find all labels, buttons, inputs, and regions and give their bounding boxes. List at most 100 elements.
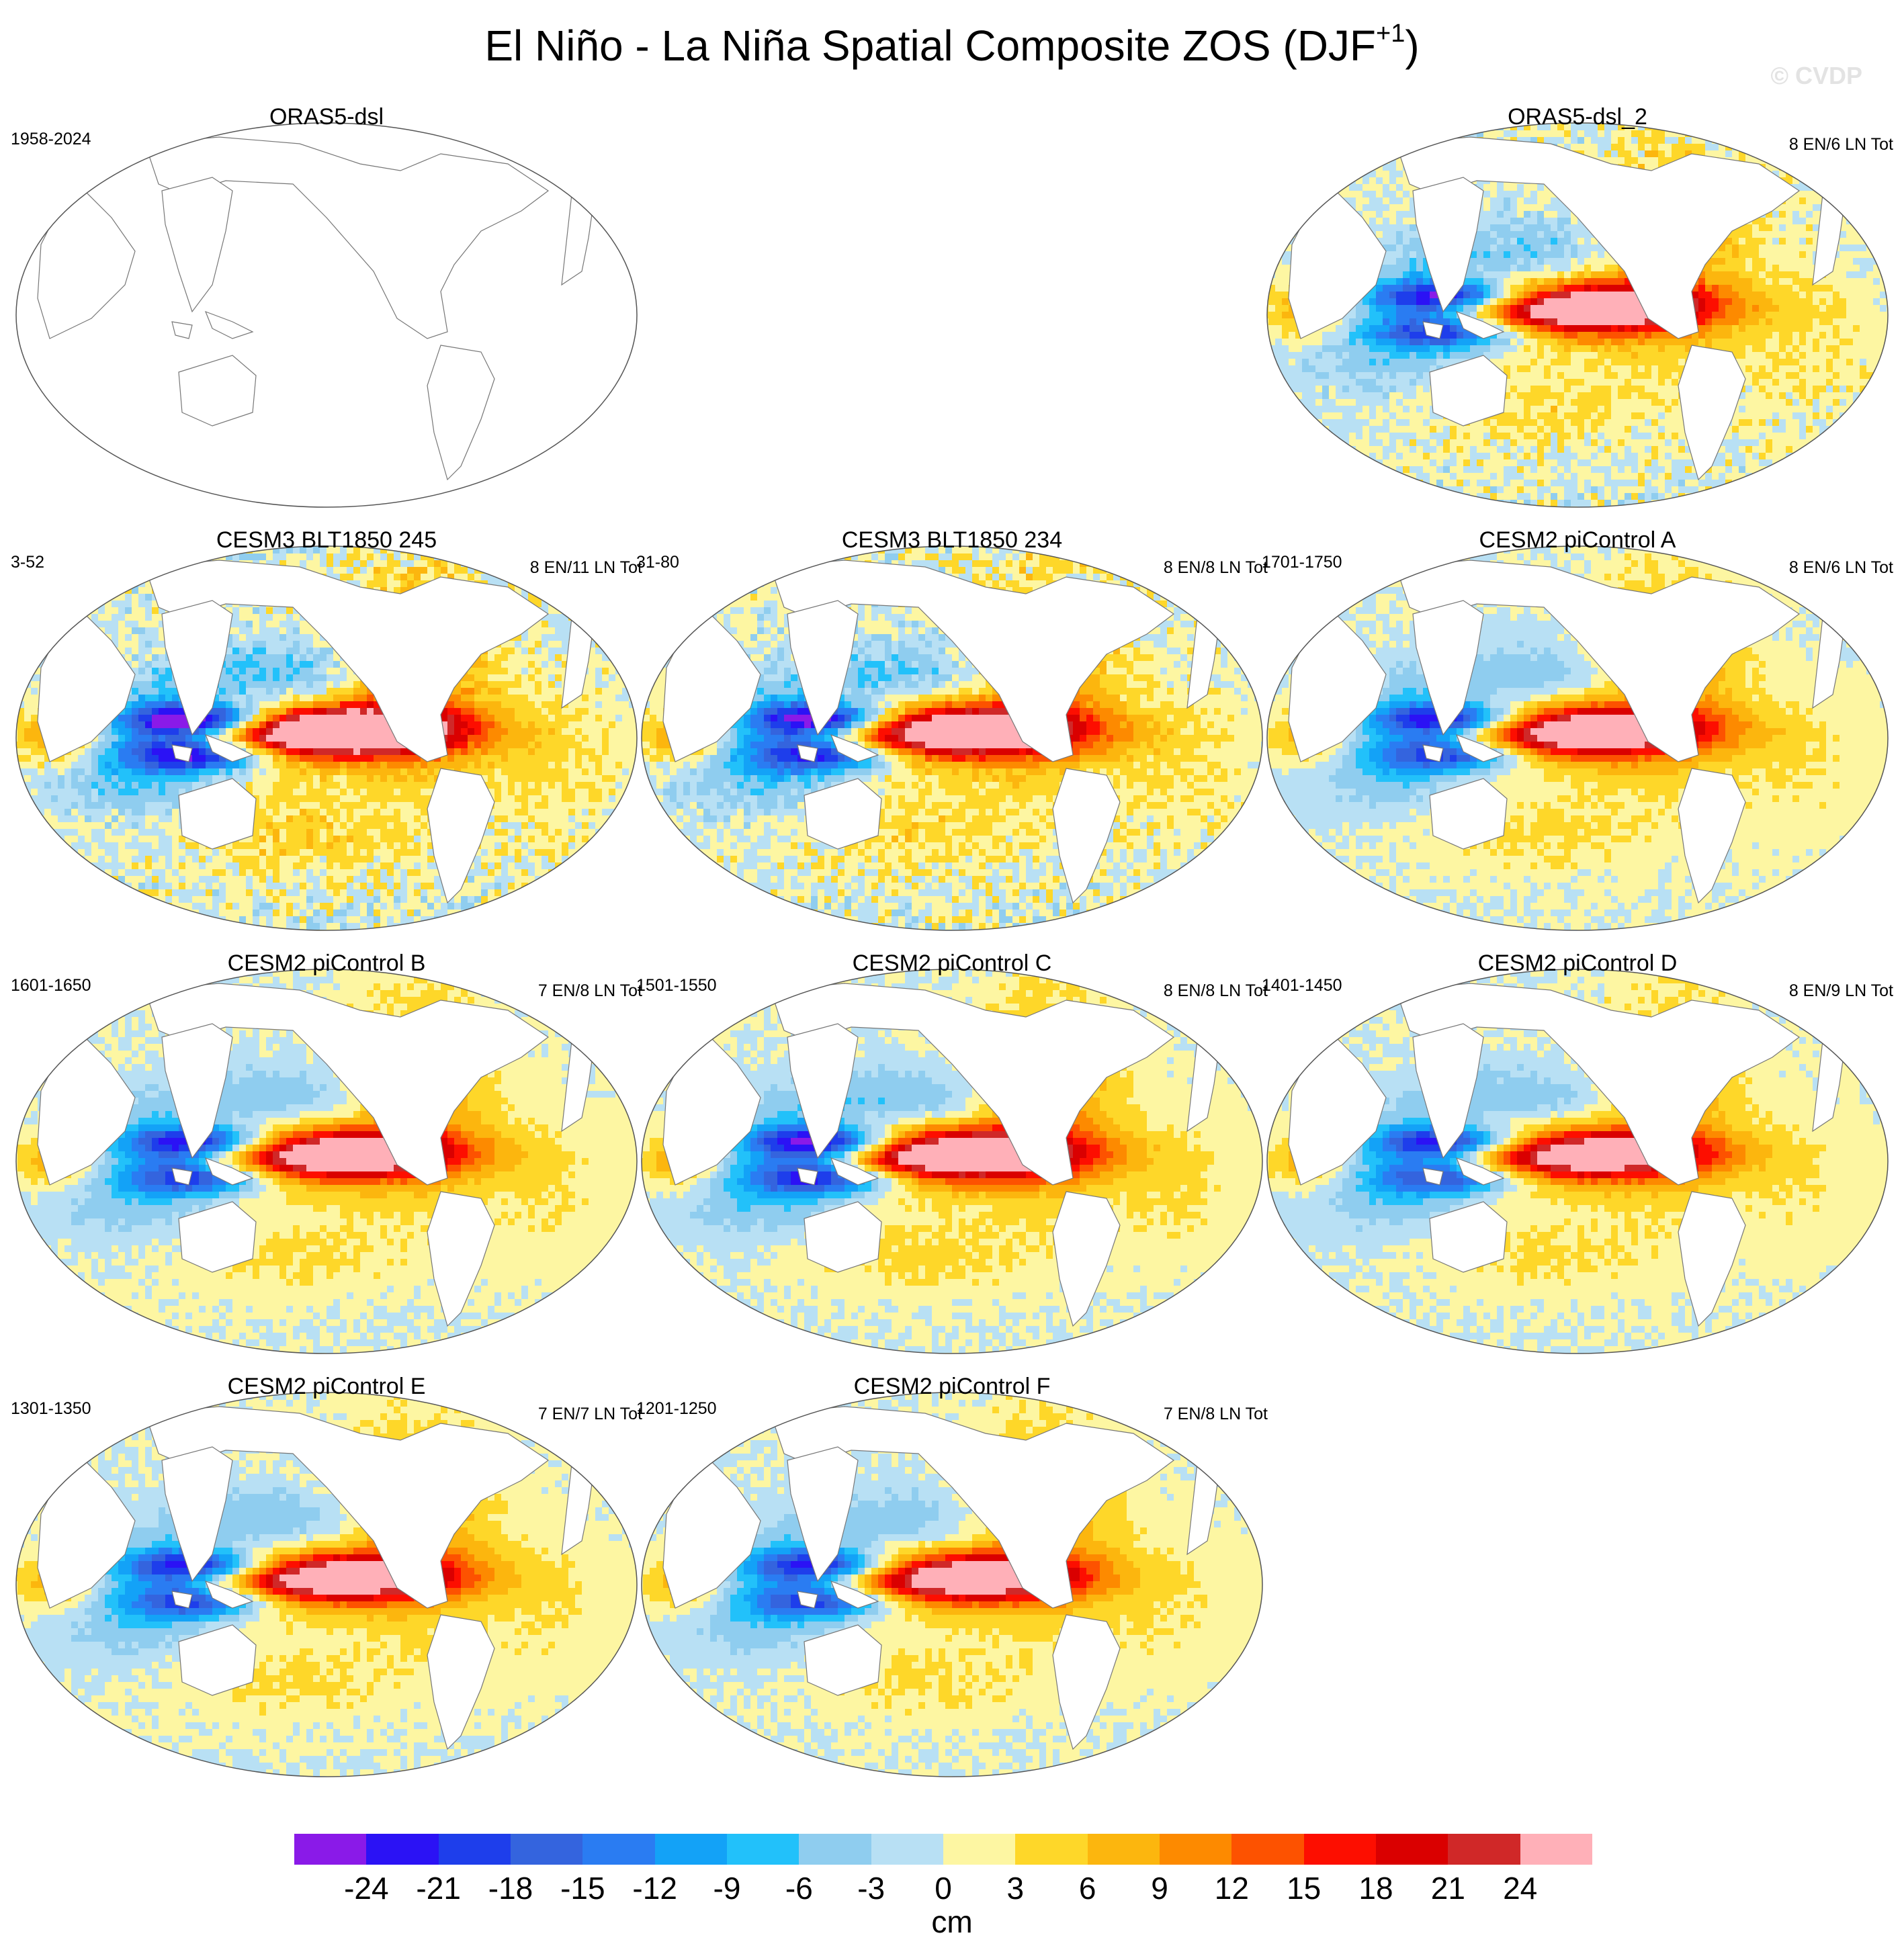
map-border (15, 969, 638, 1354)
panel-event-counts: 8 EN/8 LN Tot (1164, 981, 1268, 1001)
map-panel-oras5-dsl: ORAS5-dsl 1958-2024 (11, 103, 642, 513)
map-cesm2-d (1266, 969, 1889, 1354)
map-border (15, 1392, 638, 1777)
panel-event-counts: 7 EN/8 LN Tot (538, 981, 642, 1001)
colorbar-tick-label: -9 (713, 1871, 741, 1905)
map-panel-cesm2-c: CESM2 piControl C 1501-1550 8 EN/8 LN To… (636, 950, 1268, 1360)
map-border (641, 1392, 1263, 1777)
map-panel-cesm2-e: CESM2 piControl E 1301-1350 7 EN/7 LN To… (11, 1373, 642, 1783)
map-border (1266, 545, 1889, 931)
map-cesm2-a (1266, 545, 1889, 931)
colorbar-swatch (1015, 1834, 1088, 1865)
colorbar-tick-label: 0 (935, 1871, 952, 1905)
map-cesm2-c (641, 969, 1263, 1354)
panel-years: 1401-1450 (1262, 975, 1342, 995)
colorbar-tick-label: 18 (1358, 1871, 1393, 1905)
title-tail: ) (1405, 21, 1419, 70)
colorbar-tick-label: -21 (416, 1871, 460, 1905)
panel-title: CESM2 piControl E (11, 1373, 642, 1400)
title-main: El Niño - La Niña Spatial Composite ZOS … (484, 21, 1376, 70)
map-border (15, 122, 638, 508)
colorbar-swatch (726, 1834, 799, 1865)
continent-outlines (662, 560, 1221, 904)
map-panel-oras5-dsl-2: ORAS5-dsl_2 8 EN/6 LN Tot (1262, 103, 1893, 513)
panel-event-counts: 7 EN/7 LN Tot (538, 1404, 642, 1424)
colorbar-tick-label: 3 (1007, 1871, 1025, 1905)
colorbar-swatch (366, 1834, 439, 1865)
colorbar-tick-label: -24 (344, 1871, 388, 1905)
colorbar-tick-label: -6 (785, 1871, 813, 1905)
continent-outlines (37, 983, 596, 1327)
colorbar-units: cm (0, 1904, 1904, 1940)
map-border (641, 969, 1263, 1354)
map-panel-cesm2-d: CESM2 piControl D 1401-1450 8 EN/9 LN To… (1262, 950, 1893, 1360)
continent-outlines (37, 560, 596, 904)
panel-title: ORAS5-dsl (11, 103, 642, 130)
panel-event-counts: 8 EN/8 LN Tot (1164, 558, 1268, 578)
colorbar-labels: -24 -21 -18 -15 -12 -9 -6 -3 0 3 6 9 12 15 18 21 24 (294, 1871, 1592, 1905)
colorbar-tick-label: 6 (1079, 1871, 1096, 1905)
panel-years: 1601-1650 (11, 975, 91, 995)
colorbar-tick-label: 9 (1151, 1871, 1168, 1905)
map-border (15, 545, 638, 931)
colorbar (294, 1834, 1592, 1865)
colorbar-swatch (510, 1834, 583, 1865)
colorbar-tick-label: -3 (857, 1871, 885, 1905)
page-title: El Niño - La Niña Spatial Composite ZOS … (0, 19, 1904, 73)
map-panel-cesm3-234: CESM3 BLT1850 234 31-80 8 EN/8 LN Tot (636, 527, 1268, 936)
map-border (1266, 122, 1889, 508)
continent-outlines (1288, 560, 1847, 904)
colorbar-swatch (799, 1834, 871, 1865)
map-border (1266, 969, 1889, 1354)
panel-years: 1501-1550 (636, 975, 717, 995)
map-panel-cesm2-f: CESM2 piControl F 1201-1250 7 EN/8 LN To… (636, 1373, 1268, 1783)
colorbar-tick-label: 15 (1287, 1871, 1321, 1905)
map-oras5-dsl-2 (1266, 122, 1889, 508)
colorbar-swatch (1231, 1834, 1304, 1865)
panel-years: 1301-1350 (11, 1399, 91, 1419)
panel-years: 3-52 (11, 552, 44, 572)
colorbar-swatch (654, 1834, 727, 1865)
panel-title: CESM2 piControl C (636, 950, 1268, 977)
continent-outlines (662, 983, 1221, 1327)
map-oras5-dsl (15, 122, 638, 508)
map-cesm2-f (641, 1392, 1263, 1777)
panel-event-counts: 8 EN/6 LN Tot (1789, 558, 1893, 578)
colorbar-swatch (1448, 1834, 1520, 1865)
continent-outlines (37, 1406, 596, 1750)
panel-years: 1701-1750 (1262, 552, 1342, 572)
map-panel-cesm2-a: CESM2 piControl A 1701-1750 8 EN/6 LN To… (1262, 527, 1893, 936)
map-cesm3-234 (641, 545, 1263, 931)
map-panel-cesm2-b: CESM2 piControl B 1601-1650 7 EN/8 LN To… (11, 950, 642, 1360)
panel-title: CESM2 piControl F (636, 1373, 1268, 1400)
colorbar-swatch (1375, 1834, 1448, 1865)
continent-outlines (662, 1406, 1221, 1750)
colorbar-tick-label: -12 (632, 1871, 677, 1905)
colorbar-swatch (1303, 1834, 1376, 1865)
colorbar-swatch (871, 1834, 943, 1865)
continent-outlines (1288, 983, 1847, 1327)
colorbar-swatch (582, 1834, 655, 1865)
continent-outlines (37, 136, 596, 481)
panel-event-counts: 8 EN/11 LN Tot (530, 558, 642, 578)
panel-event-counts: 7 EN/8 LN Tot (1164, 1404, 1268, 1424)
panel-event-counts: 8 EN/6 LN Tot (1789, 134, 1893, 154)
colorbar-swatch (1159, 1834, 1232, 1865)
title-superscript: +1 (1376, 19, 1405, 48)
colorbar-tick-label: 24 (1503, 1871, 1537, 1905)
colorbar-swatch (294, 1834, 367, 1865)
colorbar-swatch (1520, 1834, 1592, 1865)
panel-title: CESM3 BLT1850 245 (11, 527, 642, 553)
map-border (641, 545, 1263, 931)
colorbar-tick-label: -18 (488, 1871, 533, 1905)
panel-years: 1958-2024 (11, 129, 91, 149)
panel-title: CESM2 piControl A (1262, 527, 1893, 553)
map-cesm2-b (15, 969, 638, 1354)
panel-years: 1201-1250 (636, 1399, 717, 1419)
panel-title: CESM3 BLT1850 234 (636, 527, 1268, 553)
panel-event-counts: 8 EN/9 LN Tot (1789, 981, 1893, 1001)
map-cesm2-e (15, 1392, 638, 1777)
map-panel-cesm3-245: CESM3 BLT1850 245 3-52 8 EN/11 LN Tot (11, 527, 642, 936)
continent-outlines (1288, 136, 1847, 481)
map-cesm3-245 (15, 545, 638, 931)
